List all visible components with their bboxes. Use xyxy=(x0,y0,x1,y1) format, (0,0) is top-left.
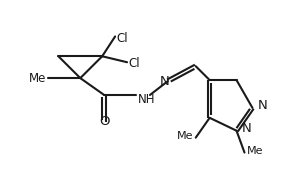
Text: Me: Me xyxy=(29,72,47,85)
Text: Me: Me xyxy=(177,131,194,141)
Text: NH: NH xyxy=(138,93,155,106)
Text: N: N xyxy=(241,122,251,135)
Text: Me: Me xyxy=(246,145,263,155)
Text: N: N xyxy=(257,99,267,112)
Text: O: O xyxy=(99,115,109,128)
Text: Cl: Cl xyxy=(116,32,128,45)
Text: N: N xyxy=(160,75,170,88)
Text: Cl: Cl xyxy=(128,57,140,70)
